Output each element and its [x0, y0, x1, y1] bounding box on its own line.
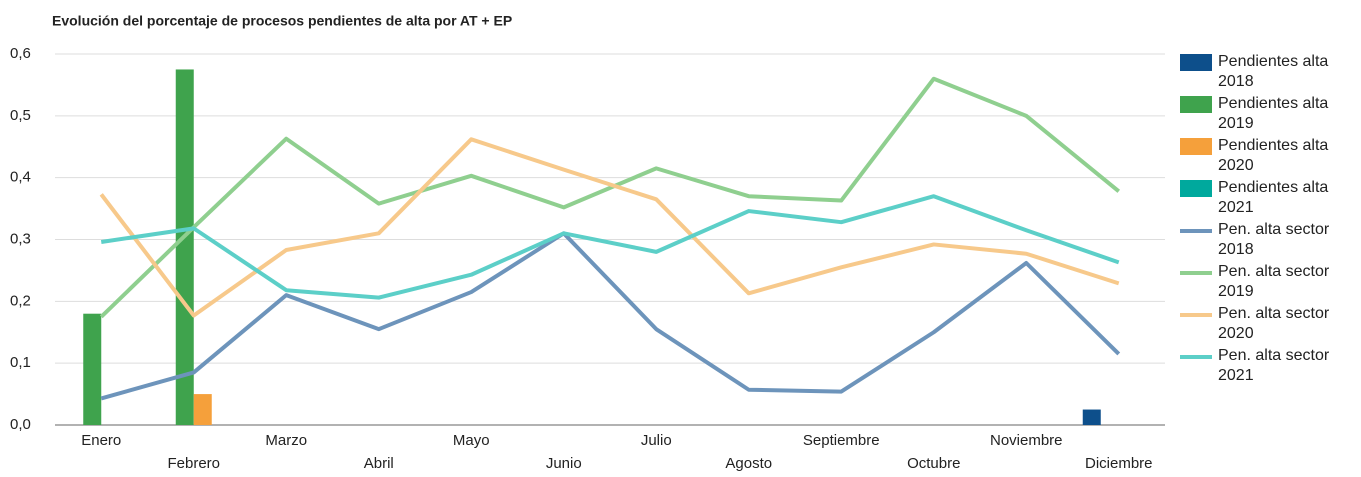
- bar: [175, 69, 194, 425]
- y-tick-label: 0,5: [10, 107, 31, 124]
- legend-item: Pen. alta sector 2018: [1180, 220, 1355, 262]
- line: [99, 76, 1121, 319]
- y-tick-label: 0,1: [10, 354, 31, 371]
- x-tick-label: Marzo: [265, 432, 307, 449]
- x-tick-label: Julio: [641, 432, 672, 449]
- legend-swatch: [1180, 313, 1212, 317]
- y-tick-label: 0,6: [10, 45, 31, 62]
- legend-item: Pendientes alta 2020: [1180, 136, 1355, 178]
- legend-swatch: [1180, 229, 1212, 233]
- legend: Pendientes alta 2018 Pendientes alta 2019…: [1180, 52, 1355, 388]
- legend-swatch: [1180, 355, 1212, 359]
- legend-item: Pen. alta sector 2019: [1180, 262, 1355, 304]
- legend-item: Pen. alta sector 2021: [1180, 346, 1355, 388]
- bar: [1082, 409, 1101, 425]
- x-tick-label: Enero: [81, 432, 121, 449]
- x-tick-label: Mayo: [453, 432, 490, 449]
- x-tick-label: Febrero: [167, 455, 220, 472]
- legend-label: Pendientes alta 2018: [1218, 53, 1329, 90]
- chart-title: Evolución del porcentaje de procesos pen…: [52, 13, 512, 29]
- legend-swatch: [1180, 138, 1212, 155]
- x-tick-label: Diciembre: [1085, 455, 1153, 472]
- legend-label: Pen. alta sector 2019: [1218, 263, 1330, 300]
- bar: [83, 313, 102, 425]
- line: [99, 137, 1120, 318]
- legend-swatch: [1180, 96, 1212, 113]
- line: [100, 231, 1121, 401]
- legend-label: Pen. alta sector 2020: [1218, 305, 1330, 342]
- legend-swatch: [1180, 180, 1212, 197]
- x-tick-label: Septiembre: [803, 432, 880, 449]
- x-tick-label: Agosto: [725, 455, 772, 472]
- line: [100, 194, 1120, 300]
- legend-label: Pendientes alta 2019: [1218, 95, 1329, 132]
- y-tick-label: 0,2: [10, 292, 31, 309]
- x-tick-label: Junio: [546, 455, 582, 472]
- bar: [193, 394, 212, 425]
- legend-item: Pendientes alta 2019: [1180, 94, 1355, 136]
- legend-label: Pen. alta sector 2021: [1218, 347, 1330, 384]
- legend-swatch: [1180, 54, 1212, 71]
- legend-label: Pendientes alta 2020: [1218, 137, 1329, 174]
- y-tick-label: 0,4: [10, 169, 31, 186]
- legend-label: Pen. alta sector 2018: [1218, 221, 1330, 258]
- y-tick-label: 0,3: [10, 230, 31, 247]
- legend-item: Pendientes alta 2018: [1180, 52, 1355, 94]
- legend-item: Pen. alta sector 2020: [1180, 304, 1355, 346]
- legend-label: Pendientes alta 2021: [1218, 179, 1329, 216]
- x-tick-label: Noviembre: [990, 432, 1063, 449]
- x-tick-label: Abril: [364, 455, 394, 472]
- legend-item: Pendientes alta 2021: [1180, 178, 1355, 220]
- legend-swatch: [1180, 271, 1212, 275]
- y-tick-label: 0,0: [10, 416, 31, 433]
- x-tick-label: Octubre: [907, 455, 960, 472]
